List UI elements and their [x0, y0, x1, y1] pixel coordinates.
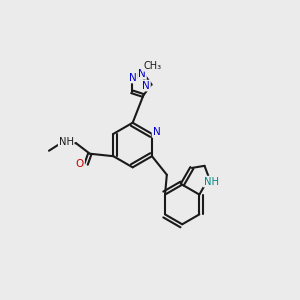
Text: N: N [138, 69, 146, 79]
Text: NH: NH [203, 177, 218, 187]
Text: N: N [153, 127, 160, 137]
Text: CH₃: CH₃ [144, 61, 162, 71]
Text: N: N [129, 73, 137, 82]
Text: NH: NH [59, 137, 74, 147]
Text: N: N [142, 81, 150, 91]
Text: O: O [76, 159, 84, 169]
